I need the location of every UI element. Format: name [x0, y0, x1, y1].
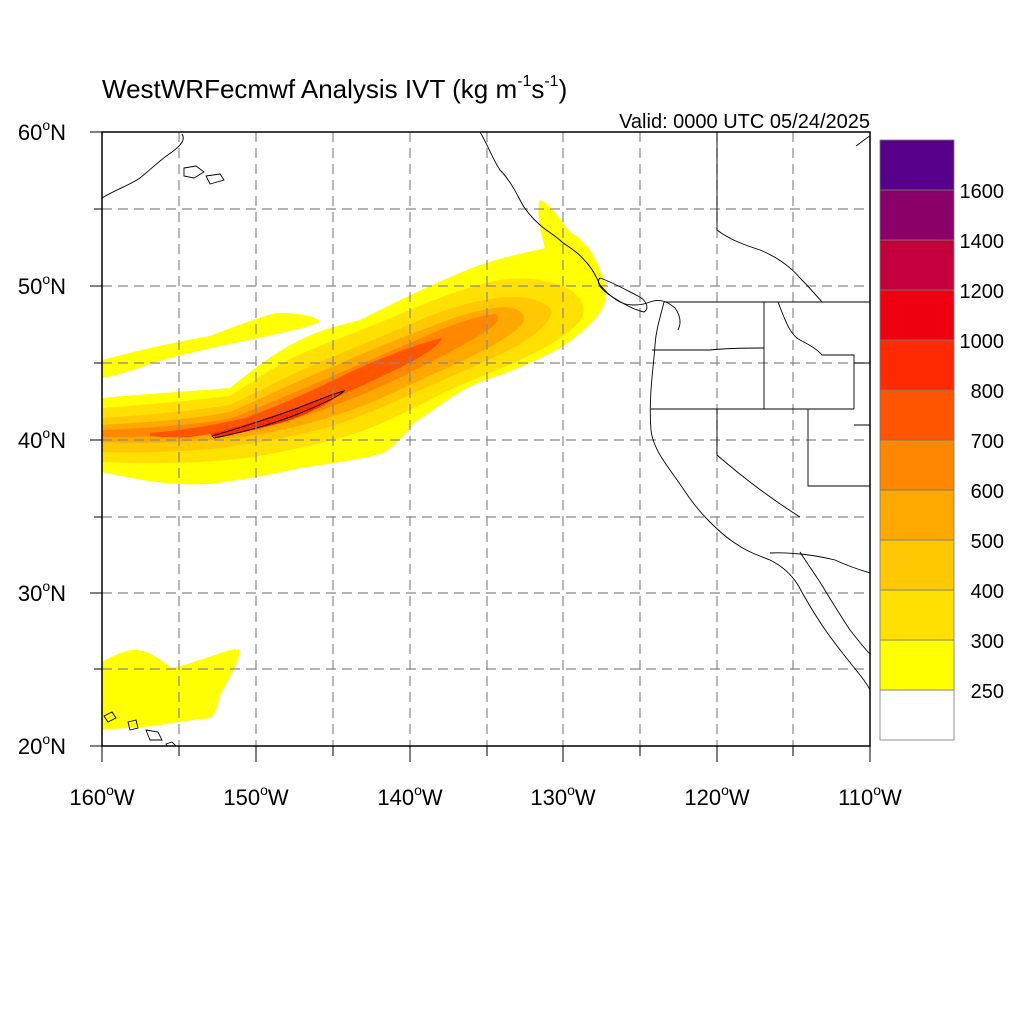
colorbar-box [879, 639, 955, 691]
valid-time-label: Valid: 0000 UTC 05/24/2025 [619, 111, 870, 133]
map-title: WestWRFecmwf Analysis IVT (kg m-1s-1) [102, 73, 567, 104]
lat-label-40: 40oN [18, 425, 66, 453]
pacific-northwest-coast [649, 301, 665, 456]
lon-label-150w: 150oW [223, 782, 289, 810]
colorbar-label: 250 [971, 681, 1004, 703]
longitude-labels: 160oW 150oW 140oW 130oW 120oW 110oW [69, 782, 902, 810]
baja-gulf-coast [799, 551, 870, 655]
nevada-border [716, 409, 801, 518]
colorbar-box [879, 439, 955, 491]
us-mexico-border [769, 552, 870, 574]
colorbar-label: 1400 [960, 231, 1005, 253]
colorbar-box [879, 389, 955, 441]
colorbar-label: 800 [971, 381, 1004, 403]
colorbar-label: 600 [971, 481, 1004, 503]
political-borders [651, 132, 870, 574]
title-close: ) [559, 74, 568, 104]
vancouver-island [597, 277, 648, 313]
alaska-panhandle-coast [479, 132, 601, 286]
title-sup-2: -1 [544, 73, 558, 90]
ivt-colorbar: 250 300 400 500 600 700 800 1000 1200 1400 1600 [879, 139, 1005, 741]
colorbar-box [879, 489, 955, 541]
colorbar-box [879, 139, 955, 191]
latitude-labels: 60oN 50oN 40oN 30oN 20oN [18, 117, 66, 759]
title-sup-1: -1 [517, 73, 531, 90]
ivt-1000-contour [211, 390, 346, 439]
title-main: WestWRFecmwf Analysis IVT (kg m [102, 74, 517, 104]
title-mid: s [531, 74, 544, 104]
colorbar-label: 1200 [960, 281, 1005, 303]
ivt-800-region [210, 392, 342, 437]
ivt-250-northern-arm [102, 312, 320, 378]
lat-label-20: 20oN [18, 731, 66, 759]
colorbar-box [879, 589, 955, 641]
lat-label-30: 30oN [18, 578, 66, 606]
lon-label-160w: 160oW [69, 782, 135, 810]
colorbar-box [879, 689, 955, 741]
nw-corner-coast [855, 135, 870, 147]
utah-border [807, 409, 870, 487]
aleutian-fragments [183, 165, 225, 185]
washington-oregon-border [652, 347, 765, 351]
alaska-coast [102, 133, 184, 199]
coastlines [102, 132, 870, 746]
colorbar-box [879, 339, 955, 391]
colorbar-label: 700 [971, 431, 1004, 453]
colorbar-label: 1600 [960, 181, 1005, 203]
idaho-montana-border [777, 301, 855, 409]
colorbar-box [879, 289, 955, 341]
graticule [102, 132, 870, 746]
lat-label-50: 50oN [18, 271, 66, 299]
map-panel [102, 132, 870, 746]
axis-ticks [90, 131, 871, 762]
map-frame [101, 131, 871, 747]
colorbar-box [879, 189, 955, 241]
lat-label-60: 60oN [18, 117, 66, 145]
alaska-canada-border [716, 132, 823, 303]
lon-label-130w: 130oW [530, 782, 596, 810]
colorbar-label: 300 [971, 631, 1004, 653]
wy-border [854, 362, 870, 426]
colorbar-box [879, 539, 955, 591]
lon-label-110w: 110oW [838, 782, 902, 810]
ivt-700-region [150, 338, 442, 438]
colorbar-label: 1000 [960, 331, 1005, 353]
colorbar-label: 500 [971, 531, 1004, 553]
hawaii-islands [103, 711, 177, 746]
colorbar-box [879, 239, 955, 291]
california-coast [659, 454, 870, 691]
colorbar-label: 400 [971, 581, 1004, 603]
lon-label-120w: 120oW [684, 782, 750, 810]
lon-label-140w: 140oW [377, 782, 443, 810]
